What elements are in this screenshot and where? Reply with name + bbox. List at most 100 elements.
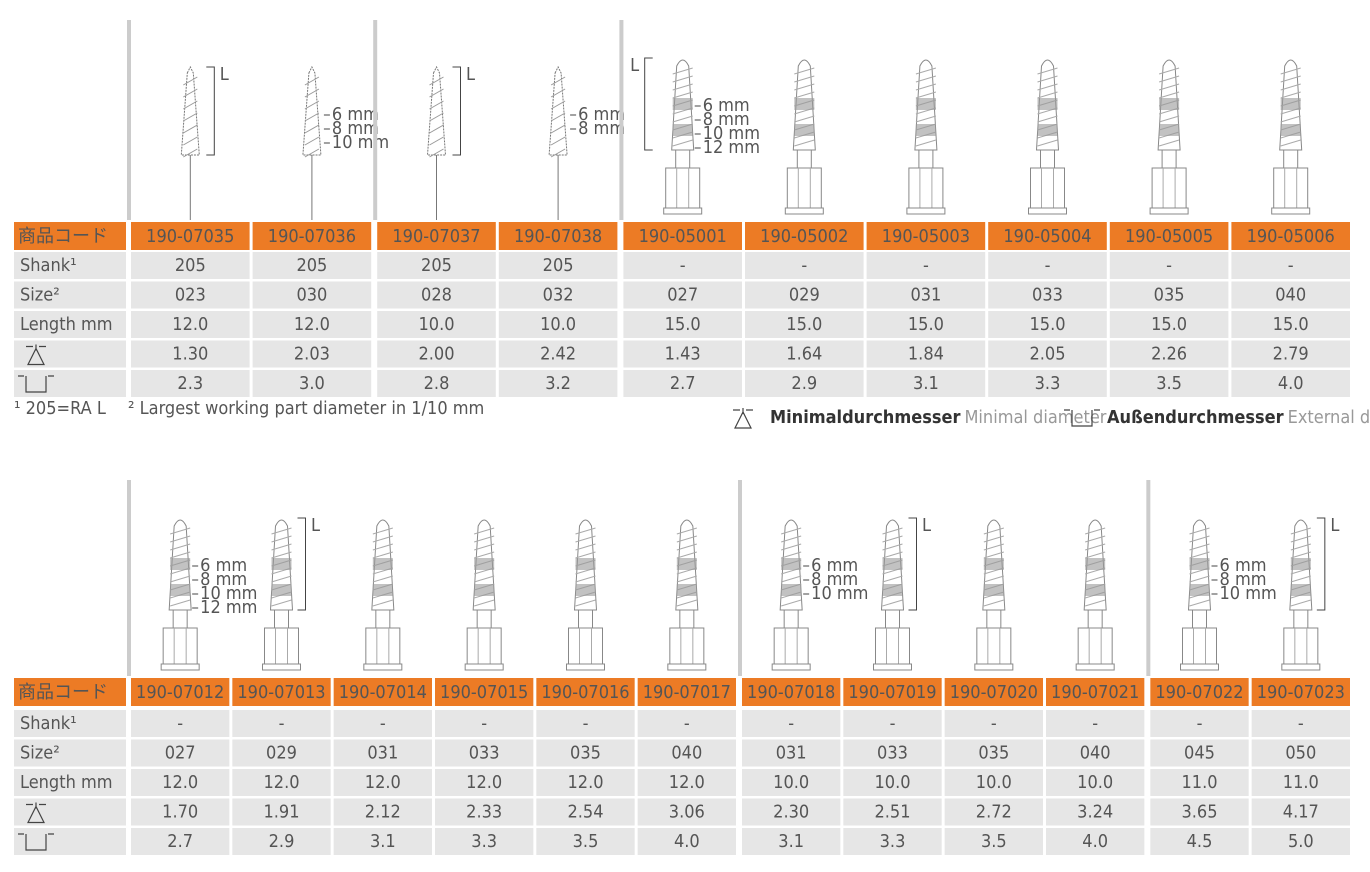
cell-value: 3.3 <box>1035 373 1061 394</box>
tool-thread <box>882 543 903 551</box>
header-label-cell <box>14 678 126 706</box>
value-cell <box>1046 769 1145 796</box>
tool-thread <box>1037 67 1058 75</box>
cell-value: 12.0 <box>365 772 401 793</box>
tool-thread <box>915 67 937 75</box>
value-cell <box>623 370 742 397</box>
value-cell <box>1046 710 1145 737</box>
value-cell <box>232 828 331 855</box>
tool-thread <box>1280 67 1301 75</box>
tool-hex <box>162 627 198 665</box>
tool-base <box>1028 207 1067 215</box>
depth-mark-label: 6 mm <box>200 555 247 576</box>
row-label-cell <box>14 340 126 368</box>
cell-value: - <box>1166 255 1172 276</box>
value-cell <box>866 340 986 368</box>
tool-base <box>464 663 504 671</box>
tool-thread <box>372 575 393 583</box>
row-label: Shank¹ <box>20 713 77 734</box>
cell-value: - <box>279 713 285 734</box>
cell-value: 11.0 <box>1283 772 1319 793</box>
cell-value: 3.3 <box>471 831 497 852</box>
cell-value: 2.54 <box>567 802 603 823</box>
length-bracket <box>297 517 306 611</box>
value-cell <box>1109 370 1229 397</box>
tool-thread <box>1037 139 1058 147</box>
min-diameter-icon <box>733 408 753 429</box>
cell-value: 1.91 <box>263 802 299 823</box>
tool-thread <box>672 139 693 147</box>
cell-value: 12.0 <box>172 314 208 335</box>
value-cell <box>988 252 1107 279</box>
tool-neck <box>885 609 900 629</box>
row-label-cell <box>14 739 126 767</box>
value-cell <box>131 710 230 737</box>
code-cell <box>131 678 230 706</box>
tool-thread <box>1189 543 1210 551</box>
header-label: 商品コード <box>18 682 108 703</box>
cell-value: 2.00 <box>418 344 454 365</box>
tool-hex <box>669 627 705 665</box>
tool-thread <box>882 527 903 535</box>
product-code: 190-07021 <box>1051 682 1139 703</box>
value-cell <box>435 828 534 855</box>
tool-neck <box>274 609 289 629</box>
value-cell <box>1150 769 1249 796</box>
tool-thread <box>794 83 815 91</box>
cell-value: 5.0 <box>1288 831 1314 852</box>
tool-thread <box>676 599 697 607</box>
product-code: 190-07012 <box>136 682 224 703</box>
value-cell <box>536 828 635 855</box>
cell-value: 2.8 <box>424 373 450 394</box>
group-separator <box>127 20 131 220</box>
tool-thread <box>882 599 903 607</box>
cell-value: 1.43 <box>665 344 701 365</box>
value-cell <box>1251 769 1350 796</box>
cell-value: 050 <box>1285 743 1316 764</box>
tool-thread <box>575 599 596 607</box>
tool-outline <box>302 65 322 156</box>
cell-value: 031 <box>367 743 398 764</box>
tool-band <box>915 124 936 136</box>
tool-band <box>1189 584 1210 596</box>
cell-value: 12.0 <box>567 772 603 793</box>
value-cell <box>498 311 618 338</box>
depth-mark-label: 6 mm <box>703 95 750 116</box>
cell-value: 040 <box>671 743 702 764</box>
value-cell <box>742 828 841 855</box>
depth-mark-label: 8 mm <box>1220 569 1267 590</box>
group-separator <box>619 20 624 220</box>
tool-thread <box>474 543 495 551</box>
value-cell <box>377 281 496 309</box>
group-separator <box>373 20 378 220</box>
tool-hex <box>773 627 809 665</box>
tool-thread <box>882 535 903 543</box>
code-cell <box>1231 222 1350 250</box>
cell-value: 027 <box>165 743 196 764</box>
value-cell <box>843 769 942 796</box>
cell-value: 029 <box>789 285 820 306</box>
tool-thread <box>794 75 815 83</box>
tool-band <box>781 584 802 596</box>
tool-neck <box>476 609 492 629</box>
tool-thread <box>676 543 697 551</box>
product-code: 190-07038 <box>514 226 602 247</box>
cell-value: 2.7 <box>167 831 193 852</box>
cell-value: - <box>177 713 183 734</box>
value-cell <box>131 739 230 767</box>
cell-value: 033 <box>877 743 908 764</box>
tool-hex <box>1283 627 1319 665</box>
tool-base <box>663 207 703 215</box>
tool-band <box>575 584 596 596</box>
tool-thread <box>676 527 697 535</box>
tool-flute <box>429 88 444 98</box>
min-diameter-icon <box>26 344 46 366</box>
value-cell <box>536 710 635 737</box>
value-cell <box>843 828 942 855</box>
value-cell <box>252 281 372 309</box>
tool-hex <box>1030 167 1065 209</box>
value-cell <box>843 710 942 737</box>
value-cell <box>742 710 841 737</box>
code-cell <box>333 678 432 706</box>
cell-value: 027 <box>667 285 698 306</box>
